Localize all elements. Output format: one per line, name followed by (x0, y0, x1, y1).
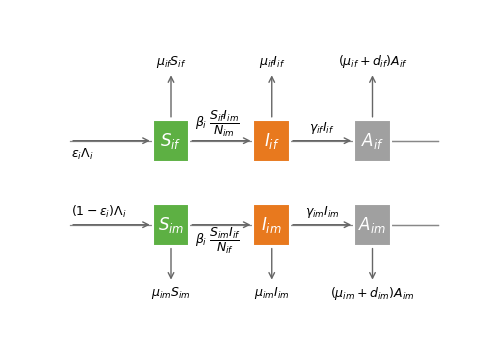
Text: $S_{if}$: $S_{if}$ (160, 131, 182, 151)
FancyBboxPatch shape (152, 120, 190, 162)
Text: $\beta_i\;\dfrac{S_{if}I_{im}}{N_{im}}$: $\beta_i\;\dfrac{S_{if}I_{im}}{N_{im}}$ (195, 109, 240, 139)
Text: $\mu_{im}I_{im}$: $\mu_{im}I_{im}$ (254, 285, 290, 301)
FancyBboxPatch shape (152, 204, 190, 246)
Text: $\mu_{if}I_{if}$: $\mu_{if}I_{if}$ (258, 54, 285, 70)
Text: $\gamma_{im}I_{im}$: $\gamma_{im}I_{im}$ (305, 204, 340, 220)
Text: $\beta_i\;\dfrac{S_{im}I_{if}}{N_{if}}$: $\beta_i\;\dfrac{S_{im}I_{if}}{N_{if}}$ (194, 226, 240, 256)
FancyBboxPatch shape (354, 120, 391, 162)
Text: $(\mu_{im}+d_{im})A_{im}$: $(\mu_{im}+d_{im})A_{im}$ (330, 285, 414, 302)
FancyBboxPatch shape (254, 204, 290, 246)
Text: $\gamma_{if}I_{if}$: $\gamma_{if}I_{if}$ (310, 120, 335, 136)
Text: $(1-\varepsilon_i)\Lambda_i$: $(1-\varepsilon_i)\Lambda_i$ (70, 204, 126, 220)
Text: $A_{if}$: $A_{if}$ (361, 131, 384, 151)
FancyBboxPatch shape (254, 120, 290, 162)
Text: $A_{im}$: $A_{im}$ (358, 215, 386, 235)
Text: $\varepsilon_i\Lambda_i$: $\varepsilon_i\Lambda_i$ (70, 147, 93, 162)
Text: $I_{im}$: $I_{im}$ (262, 215, 282, 235)
FancyBboxPatch shape (354, 204, 391, 246)
Text: $\mu_{if}S_{if}$: $\mu_{if}S_{if}$ (156, 54, 186, 70)
Text: $(\mu_{if}+d_{if})A_{if}$: $(\mu_{if}+d_{if})A_{if}$ (338, 53, 407, 70)
Text: $I_{if}$: $I_{if}$ (264, 131, 280, 151)
Text: $\mu_{im}S_{im}$: $\mu_{im}S_{im}$ (151, 285, 191, 301)
Text: $S_{im}$: $S_{im}$ (158, 215, 184, 235)
